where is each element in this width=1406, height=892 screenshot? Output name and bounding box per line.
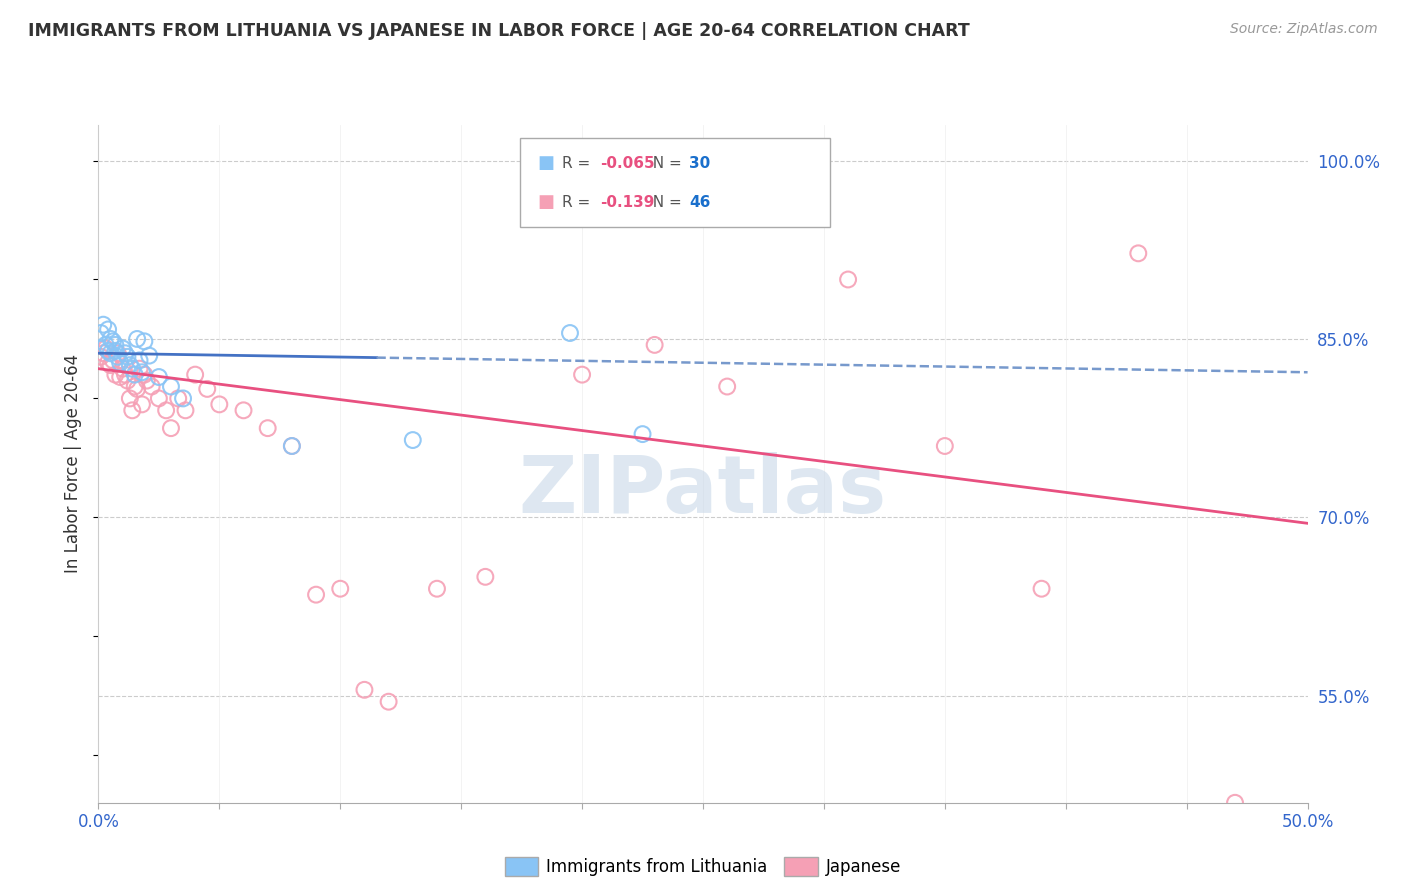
Point <box>148 392 170 406</box>
Point <box>644 338 666 352</box>
Point <box>127 332 149 346</box>
Point <box>118 392 141 406</box>
Point <box>90 326 112 340</box>
Point <box>118 358 141 372</box>
Text: Source: ZipAtlas.com: Source: ZipAtlas.com <box>1230 22 1378 37</box>
Point <box>90 350 112 364</box>
Point <box>91 346 114 360</box>
Point <box>114 346 136 360</box>
Point <box>117 350 139 364</box>
Point <box>117 374 139 388</box>
Point <box>108 356 131 370</box>
Point <box>128 361 150 376</box>
Point <box>100 358 122 372</box>
Point <box>134 334 156 349</box>
Point <box>174 403 197 417</box>
Point <box>108 370 131 384</box>
Point <box>160 379 183 393</box>
Point <box>121 361 143 376</box>
Text: 30: 30 <box>689 156 710 170</box>
Text: -0.139: -0.139 <box>600 195 655 210</box>
Point <box>128 353 150 368</box>
Point <box>281 439 304 453</box>
Point <box>100 332 122 346</box>
Point <box>111 342 134 356</box>
Text: 46: 46 <box>689 195 710 210</box>
Point <box>208 397 231 411</box>
Point <box>94 342 117 356</box>
Text: ■: ■ <box>537 154 554 172</box>
Point <box>104 338 127 352</box>
Point <box>256 421 278 435</box>
Point <box>631 427 654 442</box>
Point <box>160 421 183 435</box>
Point <box>837 272 859 286</box>
Point <box>131 397 153 411</box>
Text: ■: ■ <box>537 194 554 211</box>
Point <box>329 582 352 596</box>
Point <box>91 318 114 332</box>
Point <box>558 326 581 340</box>
Point <box>716 379 738 393</box>
Point <box>101 334 124 349</box>
Point <box>135 374 157 388</box>
Point <box>100 346 122 360</box>
Point <box>1223 796 1246 810</box>
Point <box>281 439 304 453</box>
Point <box>232 403 254 417</box>
Point <box>402 433 425 447</box>
Point <box>934 439 956 453</box>
Text: ZIPatlas: ZIPatlas <box>519 452 887 530</box>
Point <box>1031 582 1053 596</box>
Point <box>104 343 127 358</box>
Point <box>107 350 129 364</box>
Point <box>97 343 120 358</box>
Point <box>377 695 399 709</box>
Point <box>184 368 207 382</box>
Point <box>1128 246 1150 260</box>
Point <box>134 368 156 382</box>
Point <box>172 392 194 406</box>
Point <box>131 365 153 379</box>
Text: IMMIGRANTS FROM LITHUANIA VS JAPANESE IN LABOR FORCE | AGE 20-64 CORRELATION CHA: IMMIGRANTS FROM LITHUANIA VS JAPANESE IN… <box>28 22 970 40</box>
Point <box>155 403 177 417</box>
Point <box>94 338 117 352</box>
Point <box>127 382 149 396</box>
Point <box>121 403 143 417</box>
Text: R =: R = <box>562 156 596 170</box>
Point <box>148 370 170 384</box>
Point <box>138 349 160 363</box>
Point <box>101 353 124 368</box>
Point <box>353 682 375 697</box>
Point <box>141 379 163 393</box>
Point <box>474 570 496 584</box>
Point <box>111 361 134 376</box>
Point <box>124 379 146 393</box>
Point <box>195 382 218 396</box>
Legend: Immigrants from Lithuania, Japanese: Immigrants from Lithuania, Japanese <box>498 850 908 882</box>
Point <box>305 588 328 602</box>
Y-axis label: In Labor Force | Age 20-64: In Labor Force | Age 20-64 <box>65 354 83 574</box>
Point <box>124 368 146 382</box>
Point <box>114 368 136 382</box>
Text: N =: N = <box>643 195 686 210</box>
Point <box>97 322 120 336</box>
Text: N =: N = <box>643 156 686 170</box>
Text: R =: R = <box>562 195 596 210</box>
Point <box>104 368 127 382</box>
Point <box>107 346 129 360</box>
Point <box>97 356 120 370</box>
Point <box>426 582 449 596</box>
Point <box>167 392 190 406</box>
Point <box>571 368 593 382</box>
Text: -0.065: -0.065 <box>600 156 655 170</box>
